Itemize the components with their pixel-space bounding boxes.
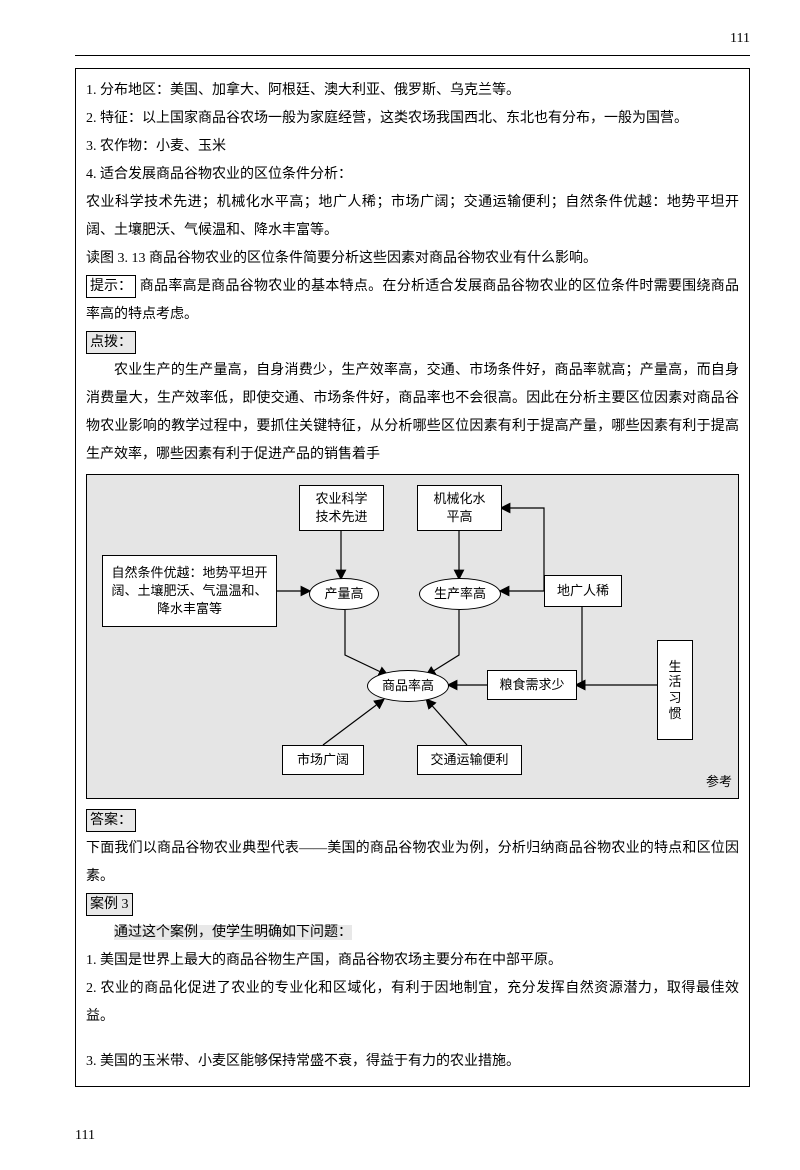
para-3: 3. 农作物：小麦、玉米 bbox=[86, 133, 739, 161]
diagram-node-rate: 商品率高 bbox=[367, 670, 449, 702]
diagram-node-habit: 生活习惯 bbox=[657, 640, 693, 740]
case-label-row: 案例 3 bbox=[86, 891, 739, 919]
diagram-node-trans: 交通运输便利 bbox=[417, 745, 522, 775]
diagram-node-mech: 机械化水 平高 bbox=[417, 485, 502, 531]
page-number-bottom: 111 bbox=[75, 1128, 95, 1143]
para-2: 2. 特征：以上国家商品谷农场一般为家庭经营，这类农场我国西北、东北也有分布，一… bbox=[86, 105, 739, 133]
hint-para: 提示： 商品率高是商品谷物农业的基本特点。在分析适合发展商品谷物农业的区位条件时… bbox=[86, 273, 739, 329]
page-number-top: 111 bbox=[730, 31, 750, 46]
para-10-text: 通过这个案例，使学生明确如下问题： bbox=[114, 925, 352, 940]
case-label: 案例 3 bbox=[86, 893, 133, 916]
hint-text: 商品率高是商品谷物农业的基本特点。在分析适合发展商品谷物农业的区位条件时需要围绕… bbox=[86, 279, 739, 322]
para-11: 1. 美国是世界上最大的商品谷物生产国，商品谷物农场主要分布在中部平原。 bbox=[86, 947, 739, 975]
tip-label-row: 点拨： bbox=[86, 329, 739, 357]
diagram-node-market: 市场广阔 bbox=[282, 745, 364, 775]
diagram-node-eff: 生产率高 bbox=[419, 578, 501, 610]
tip-label: 点拨： bbox=[86, 331, 136, 354]
para-6: 读图 3. 13 商品谷物农业的区位条件简要分析这些因素对商品谷物农业有什么影响… bbox=[86, 245, 739, 273]
diagram-ref-label: 参考 bbox=[706, 769, 732, 795]
para-13: 3. 美国的玉米带、小麦区能够保持常盛不衰，得益于有力的农业措施。 bbox=[86, 1048, 739, 1076]
diagram-arrows bbox=[87, 475, 738, 798]
para-4: 4. 适合发展商品谷物农业的区位条件分析： bbox=[86, 161, 739, 189]
diagram-node-nat: 自然条件优越：地势平坦开阔、土壤肥沃、气温温和、降水丰富等 bbox=[102, 555, 277, 627]
content-frame: 1. 分布地区：美国、加拿大、阿根廷、澳大利亚、俄罗斯、乌克兰等。 2. 特征：… bbox=[75, 68, 750, 1087]
hint-label: 提示： bbox=[86, 275, 136, 298]
answer-label: 答案： bbox=[86, 809, 136, 832]
flow-diagram: 农业科学 技术先进机械化水 平高自然条件优越：地势平坦开阔、土壤肥沃、气温温和、… bbox=[86, 474, 739, 799]
answer-label-row: 答案： bbox=[86, 807, 739, 835]
diagram-node-demand: 粮食需求少 bbox=[487, 670, 577, 700]
page-header: 111 bbox=[75, 25, 750, 56]
blank-line bbox=[86, 1031, 739, 1048]
para-1: 1. 分布地区：美国、加拿大、阿根廷、澳大利亚、俄罗斯、乌克兰等。 bbox=[86, 77, 739, 105]
para-10: 通过这个案例，使学生明确如下问题： bbox=[86, 919, 739, 947]
diagram-node-tech: 农业科学 技术先进 bbox=[299, 485, 384, 531]
para-12: 2. 农业的商品化促进了农业的专业化和区域化，有利于因地制宜，充分发挥自然资源潜… bbox=[86, 975, 739, 1031]
para-9: 下面我们以商品谷物农业典型代表——美国的商品谷物农业为例，分析归纳商品谷物农业的… bbox=[86, 835, 739, 891]
diagram-node-land: 地广人稀 bbox=[544, 575, 622, 607]
page-footer: 111 bbox=[75, 1122, 750, 1150]
para-5: 农业科学技术先进；机械化水平高；地广人稀；市场广阔；交通运输便利；自然条件优越：… bbox=[86, 189, 739, 245]
diagram-node-yield: 产量高 bbox=[309, 578, 379, 610]
para-8: 农业生产的生产量高，自身消费少，生产效率高，交通、市场条件好，商品率就高；产量高… bbox=[86, 357, 739, 469]
